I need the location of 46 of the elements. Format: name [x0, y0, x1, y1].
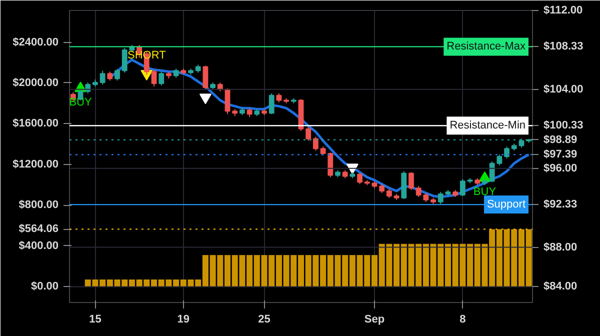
y-tick-label: $400.00 — [18, 240, 59, 252]
candlestick — [306, 126, 312, 142]
y2-tick-label: $97.39 — [544, 148, 578, 161]
candlestick — [151, 69, 157, 87]
y2-tick-label: $98.89 — [544, 134, 578, 146]
y2-tick-label: $88.00 — [544, 241, 578, 254]
x-tick-label: 8 — [460, 314, 466, 326]
ref-line-label: Resistance-Min — [450, 120, 526, 132]
y2-tick-label: $92.33 — [544, 198, 578, 211]
x-tick-label: 25 — [258, 314, 270, 326]
candlestick — [438, 192, 444, 204]
y2-tick-label: $112.00 — [544, 4, 583, 16]
candlestick — [312, 136, 318, 152]
candlestick — [408, 172, 414, 191]
y2-tick-label: $84.00 — [544, 280, 578, 293]
candlestick — [504, 146, 510, 159]
y2-tick-label: $108.33 — [544, 40, 584, 53]
y-tick-label: $1600.00 — [12, 118, 59, 130]
candlestick — [268, 92, 274, 115]
candlestick — [114, 68, 120, 82]
x-tick-label: 19 — [177, 314, 190, 326]
candlestick — [496, 154, 502, 166]
candlestick — [357, 172, 362, 185]
y2-tick-label: $96.00 — [544, 162, 578, 174]
y-tick-label: $2000.00 — [12, 76, 59, 89]
candlestick — [460, 178, 466, 196]
candlestick — [416, 186, 422, 198]
y-tick-label: $564.06 — [18, 223, 59, 236]
y-tick-label: $1200.00 — [12, 158, 59, 170]
y2-tick-label: $100.33 — [544, 120, 584, 132]
y-tick-label: $800.00 — [18, 199, 59, 212]
candlestick — [489, 160, 495, 183]
text: BUY — [473, 186, 496, 198]
ref-line-label: Support — [486, 198, 526, 211]
series-label: BUY — [69, 96, 92, 108]
y-tick-label: $0.00 — [30, 280, 59, 293]
x-tick-label: 15 — [89, 314, 102, 326]
candlestick — [328, 152, 334, 178]
candlestick — [158, 71, 164, 86]
candlestick — [202, 65, 208, 90]
ref-line-label: Resistance-Max — [446, 40, 526, 53]
candlestick — [100, 70, 106, 85]
candlestick — [122, 47, 128, 74]
x-tick-label: Sep — [364, 314, 385, 326]
y2-tick-label: $104.00 — [544, 83, 584, 96]
y-tick-label: $2400.00 — [12, 36, 59, 48]
